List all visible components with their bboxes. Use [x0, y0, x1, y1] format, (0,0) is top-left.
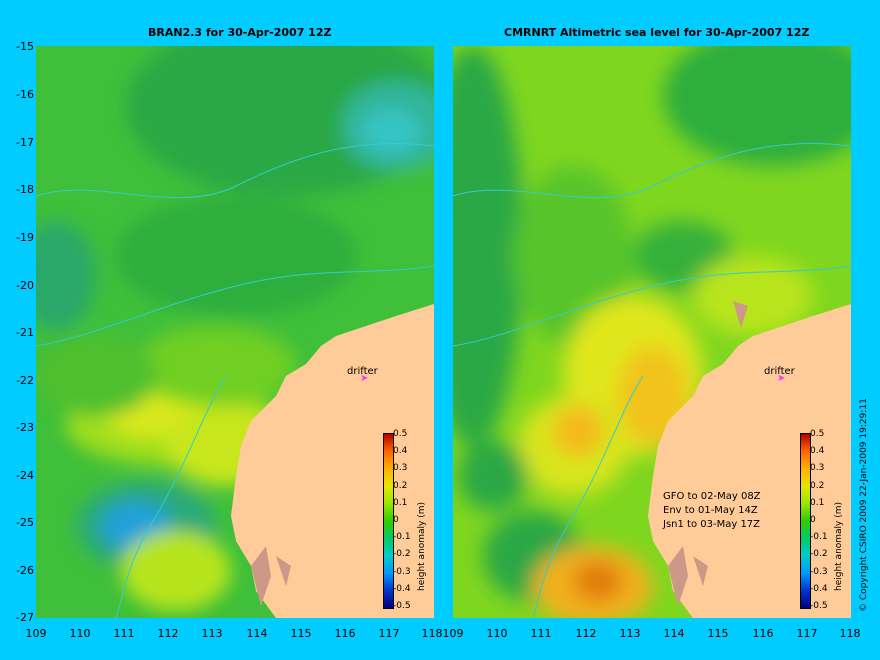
x-tick-label: 117 — [378, 627, 400, 640]
right-panel-title: CMRNRT Altimetric sea level for 30-Apr-2… — [504, 26, 810, 39]
y-tick-label: -17 — [16, 136, 34, 149]
colorbar-tick: 0.4 — [393, 446, 408, 456]
colorbar-tick: -0.1 — [810, 532, 828, 542]
y-tick-label: -16 — [16, 88, 34, 101]
left-map[interactable] — [36, 46, 434, 618]
drifter-arrow-right: ➤ — [777, 373, 786, 384]
satellite-legend-env: Env to 01-May 14Z — [663, 505, 758, 516]
x-tick-label: 116 — [334, 627, 356, 640]
colorbar-tick: -0.2 — [810, 549, 828, 559]
colorbar-tick: 0.1 — [810, 498, 825, 508]
x-tick-label: 116 — [752, 627, 774, 640]
colorbar-tick: 0.5 — [810, 429, 825, 439]
y-tick-label: -23 — [16, 421, 34, 434]
colorbar-tick: 0.3 — [810, 463, 825, 473]
x-tick-label: 109 — [25, 627, 47, 640]
x-tick-label: 118 — [421, 627, 443, 640]
colorbar-tick: 0.5 — [393, 429, 408, 439]
colorbar-tick: -0.1 — [393, 532, 411, 542]
x-tick-label: 114 — [246, 627, 268, 640]
x-tick-label: 112 — [157, 627, 179, 640]
y-tick-label: -27 — [16, 611, 34, 624]
copyright-text: © Copyright CSIRO 2009 22-Jan-2009 19:29… — [859, 398, 869, 612]
x-tick-label: 114 — [663, 627, 685, 640]
right-map[interactable] — [453, 46, 851, 618]
x-tick-label: 109 — [442, 627, 464, 640]
x-tick-label: 111 — [530, 627, 552, 640]
colorbar-gradient — [800, 433, 811, 609]
colorbar-tick: -0.3 — [810, 567, 828, 577]
x-tick-label: 113 — [619, 627, 641, 640]
y-tick-label: -15 — [16, 40, 34, 53]
colorbar-tick: -0.5 — [393, 601, 411, 611]
x-tick-label: 112 — [575, 627, 597, 640]
colorbar-tick: -0.4 — [810, 584, 828, 594]
colorbar-tick: 0 — [393, 515, 399, 525]
satellite-legend-jsn1: Jsn1 to 03-May 17Z — [663, 519, 761, 530]
x-tick-label: 115 — [290, 627, 312, 640]
colorbar-tick: -0.2 — [393, 549, 411, 559]
colorbar-tick: 0 — [810, 515, 816, 525]
colorbar-tick: -0.4 — [393, 584, 411, 594]
x-tick-label: 110 — [486, 627, 508, 640]
colorbar-tick: 0.2 — [810, 481, 825, 491]
y-tick-label: -21 — [16, 326, 34, 339]
colorbar-tick: 0.1 — [393, 498, 408, 508]
y-tick-label: -25 — [16, 516, 34, 529]
x-tick-label: 118 — [839, 627, 861, 640]
drifter-arrow-left: ➤ — [360, 373, 369, 384]
y-tick-label: -22 — [16, 374, 34, 387]
y-tick-label: -26 — [16, 564, 34, 577]
y-tick-label: -24 — [16, 469, 34, 482]
colorbar-tick: -0.3 — [393, 567, 411, 577]
colorbar-tick: -0.5 — [810, 601, 828, 611]
y-tick-label: -19 — [16, 231, 34, 244]
drifter-label-right: drifter — [764, 366, 795, 377]
colorbar-tick: 0.2 — [393, 481, 408, 491]
colorbar-title: height anomaly (m) — [834, 501, 844, 591]
x-tick-label: 117 — [796, 627, 818, 640]
y-tick-label: -20 — [16, 279, 34, 292]
colorbar-title: height anomaly (m) — [417, 501, 427, 591]
x-tick-label: 115 — [707, 627, 729, 640]
colorbar-gradient — [383, 433, 394, 609]
drifter-label-left: drifter — [347, 366, 378, 377]
y-tick-label: -18 — [16, 183, 34, 196]
left-panel-title: BRAN2.3 for 30-Apr-2007 12Z — [148, 26, 332, 39]
x-tick-label: 111 — [113, 627, 135, 640]
colorbar-tick: 0.4 — [810, 446, 825, 456]
x-tick-label: 113 — [201, 627, 223, 640]
satellite-legend-gfo: GFO to 02-May 08Z — [663, 491, 761, 502]
x-tick-label: 110 — [69, 627, 91, 640]
colorbar-tick: 0.3 — [393, 463, 408, 473]
